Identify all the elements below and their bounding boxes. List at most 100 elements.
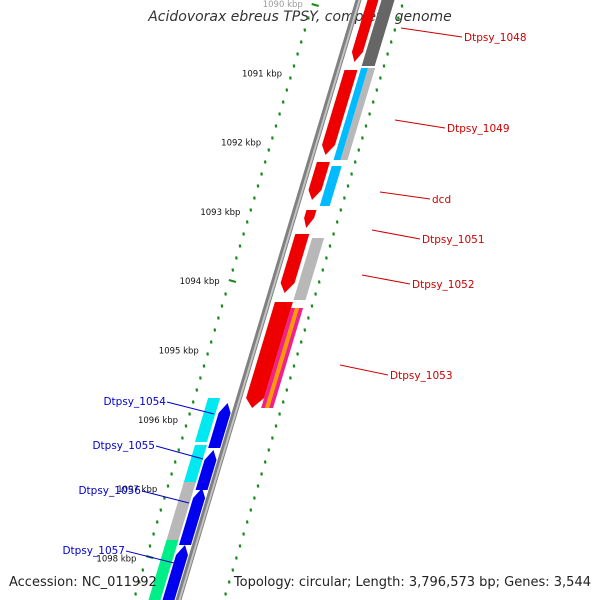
ruler-tick <box>292 64 296 68</box>
gene-leader-line <box>339 364 389 376</box>
ruler-tick <box>181 436 184 440</box>
kbp-label: 1093 kbp <box>200 208 240 218</box>
ruler-tick <box>350 172 353 176</box>
ruler-tick <box>199 376 202 380</box>
ruler-tick <box>382 64 386 68</box>
kbp-label: 1094 kbp <box>180 277 220 287</box>
ruler-tick <box>249 508 253 512</box>
ruler-tick <box>386 52 389 56</box>
ruler-tick <box>317 280 321 284</box>
genome-summary: Topology: circular; Length: 3,796,573 bp… <box>233 575 591 590</box>
gene-features <box>148 0 395 600</box>
gene-feature <box>293 238 325 300</box>
ruler-tick <box>339 208 343 212</box>
ruler-tick <box>271 436 274 440</box>
gene-label: Dtpsy_1048 <box>464 32 527 44</box>
ruler-tick <box>263 160 267 164</box>
ruler-tick <box>274 124 278 128</box>
ruler-tick <box>375 88 379 92</box>
ruler-tick <box>335 220 339 224</box>
ruler-tick <box>289 76 292 80</box>
ruler-tick <box>307 316 310 320</box>
ruler-tick <box>299 340 303 344</box>
ruler-tick <box>213 328 217 332</box>
kbp-label: 1091 kbp <box>242 69 282 79</box>
ruler-tick <box>184 424 188 428</box>
ruler-tick <box>206 352 209 356</box>
gene-label: Dtpsy_1057 <box>62 545 125 557</box>
gene-leader-line <box>125 550 179 565</box>
gene-leader-line <box>155 445 204 460</box>
ruler-tick <box>397 16 400 20</box>
ruler-tick <box>220 304 224 308</box>
gene-leader-line <box>166 401 215 415</box>
gene-feature <box>308 162 330 200</box>
gene-label: Dtpsy_1052 <box>412 279 475 291</box>
gene-leader-line <box>379 191 431 200</box>
ruler-tick <box>245 520 249 524</box>
ruler-tick <box>364 124 368 128</box>
ruler-tick <box>245 220 249 224</box>
ruler-tick <box>238 244 242 248</box>
ruler-tick <box>357 148 361 152</box>
ruler-tick <box>231 568 235 572</box>
ruler-tick <box>281 400 285 404</box>
ruler-tick <box>242 232 245 236</box>
gene-feature <box>195 450 217 490</box>
gene-feature <box>361 0 395 66</box>
ruler-tick <box>202 364 206 368</box>
ruler-tick <box>346 184 350 188</box>
kbp-label: 1092 kbp <box>221 139 261 149</box>
ruler-tick <box>353 160 357 164</box>
ruler-tick <box>188 412 191 416</box>
gene-feature <box>319 166 342 206</box>
gene-label: Dtpsy_1056 <box>78 485 141 497</box>
ruler-tick <box>235 256 238 260</box>
gene-feature <box>162 545 188 600</box>
gene-feature <box>333 68 369 160</box>
ruler-tick <box>191 400 195 404</box>
ruler-tick <box>238 544 242 548</box>
gene-feature <box>304 210 317 228</box>
gene-feature <box>166 482 196 540</box>
ruler-tick <box>303 328 307 332</box>
gene-feature <box>246 302 293 408</box>
ruler-tick <box>361 136 364 140</box>
gene-feature <box>182 445 207 486</box>
ruler-tick <box>137 580 141 584</box>
ruler-tick <box>134 592 137 596</box>
ruler-tick <box>242 532 245 536</box>
kbp-label: 1095 kbp <box>159 347 199 357</box>
ruler-tick <box>314 292 317 296</box>
ruler-tick <box>152 532 155 536</box>
ruler-tick <box>263 460 267 464</box>
ruler-tick <box>400 4 404 8</box>
ruler-tick <box>299 40 303 44</box>
backbone-highlight <box>178 0 361 600</box>
gene-leader-line <box>361 274 411 285</box>
ruler-tick <box>267 148 271 152</box>
ruler-tick <box>389 40 393 44</box>
gene-leader-line <box>371 229 421 240</box>
ruler-tick <box>177 448 181 452</box>
ruler-tick <box>260 472 263 476</box>
accession-label: Accession: NC_011992 <box>9 575 157 590</box>
ruler-tick <box>249 208 253 212</box>
ruler-tick <box>256 184 260 188</box>
gene-feature <box>194 398 221 442</box>
ruler-tick <box>310 304 314 308</box>
gene-leader-line <box>400 27 463 38</box>
ruler-tick <box>224 592 227 596</box>
kbp-label: 1097 kbp <box>117 485 157 495</box>
ruler-tick <box>303 28 307 32</box>
ruler-tick <box>217 316 220 320</box>
labels: 1090 kbp 1091 kbp 1092 kbp 1093 kbp 1094 kbp… <box>62 0 527 565</box>
ruler-tick <box>195 388 199 392</box>
ruler-tick <box>256 484 260 488</box>
ruler-tick <box>267 448 271 452</box>
gene-label: dcd <box>432 194 451 206</box>
kbp-label: 1098 kbp <box>96 554 136 564</box>
gene-feature <box>351 0 379 62</box>
ruler-tick <box>231 268 235 272</box>
